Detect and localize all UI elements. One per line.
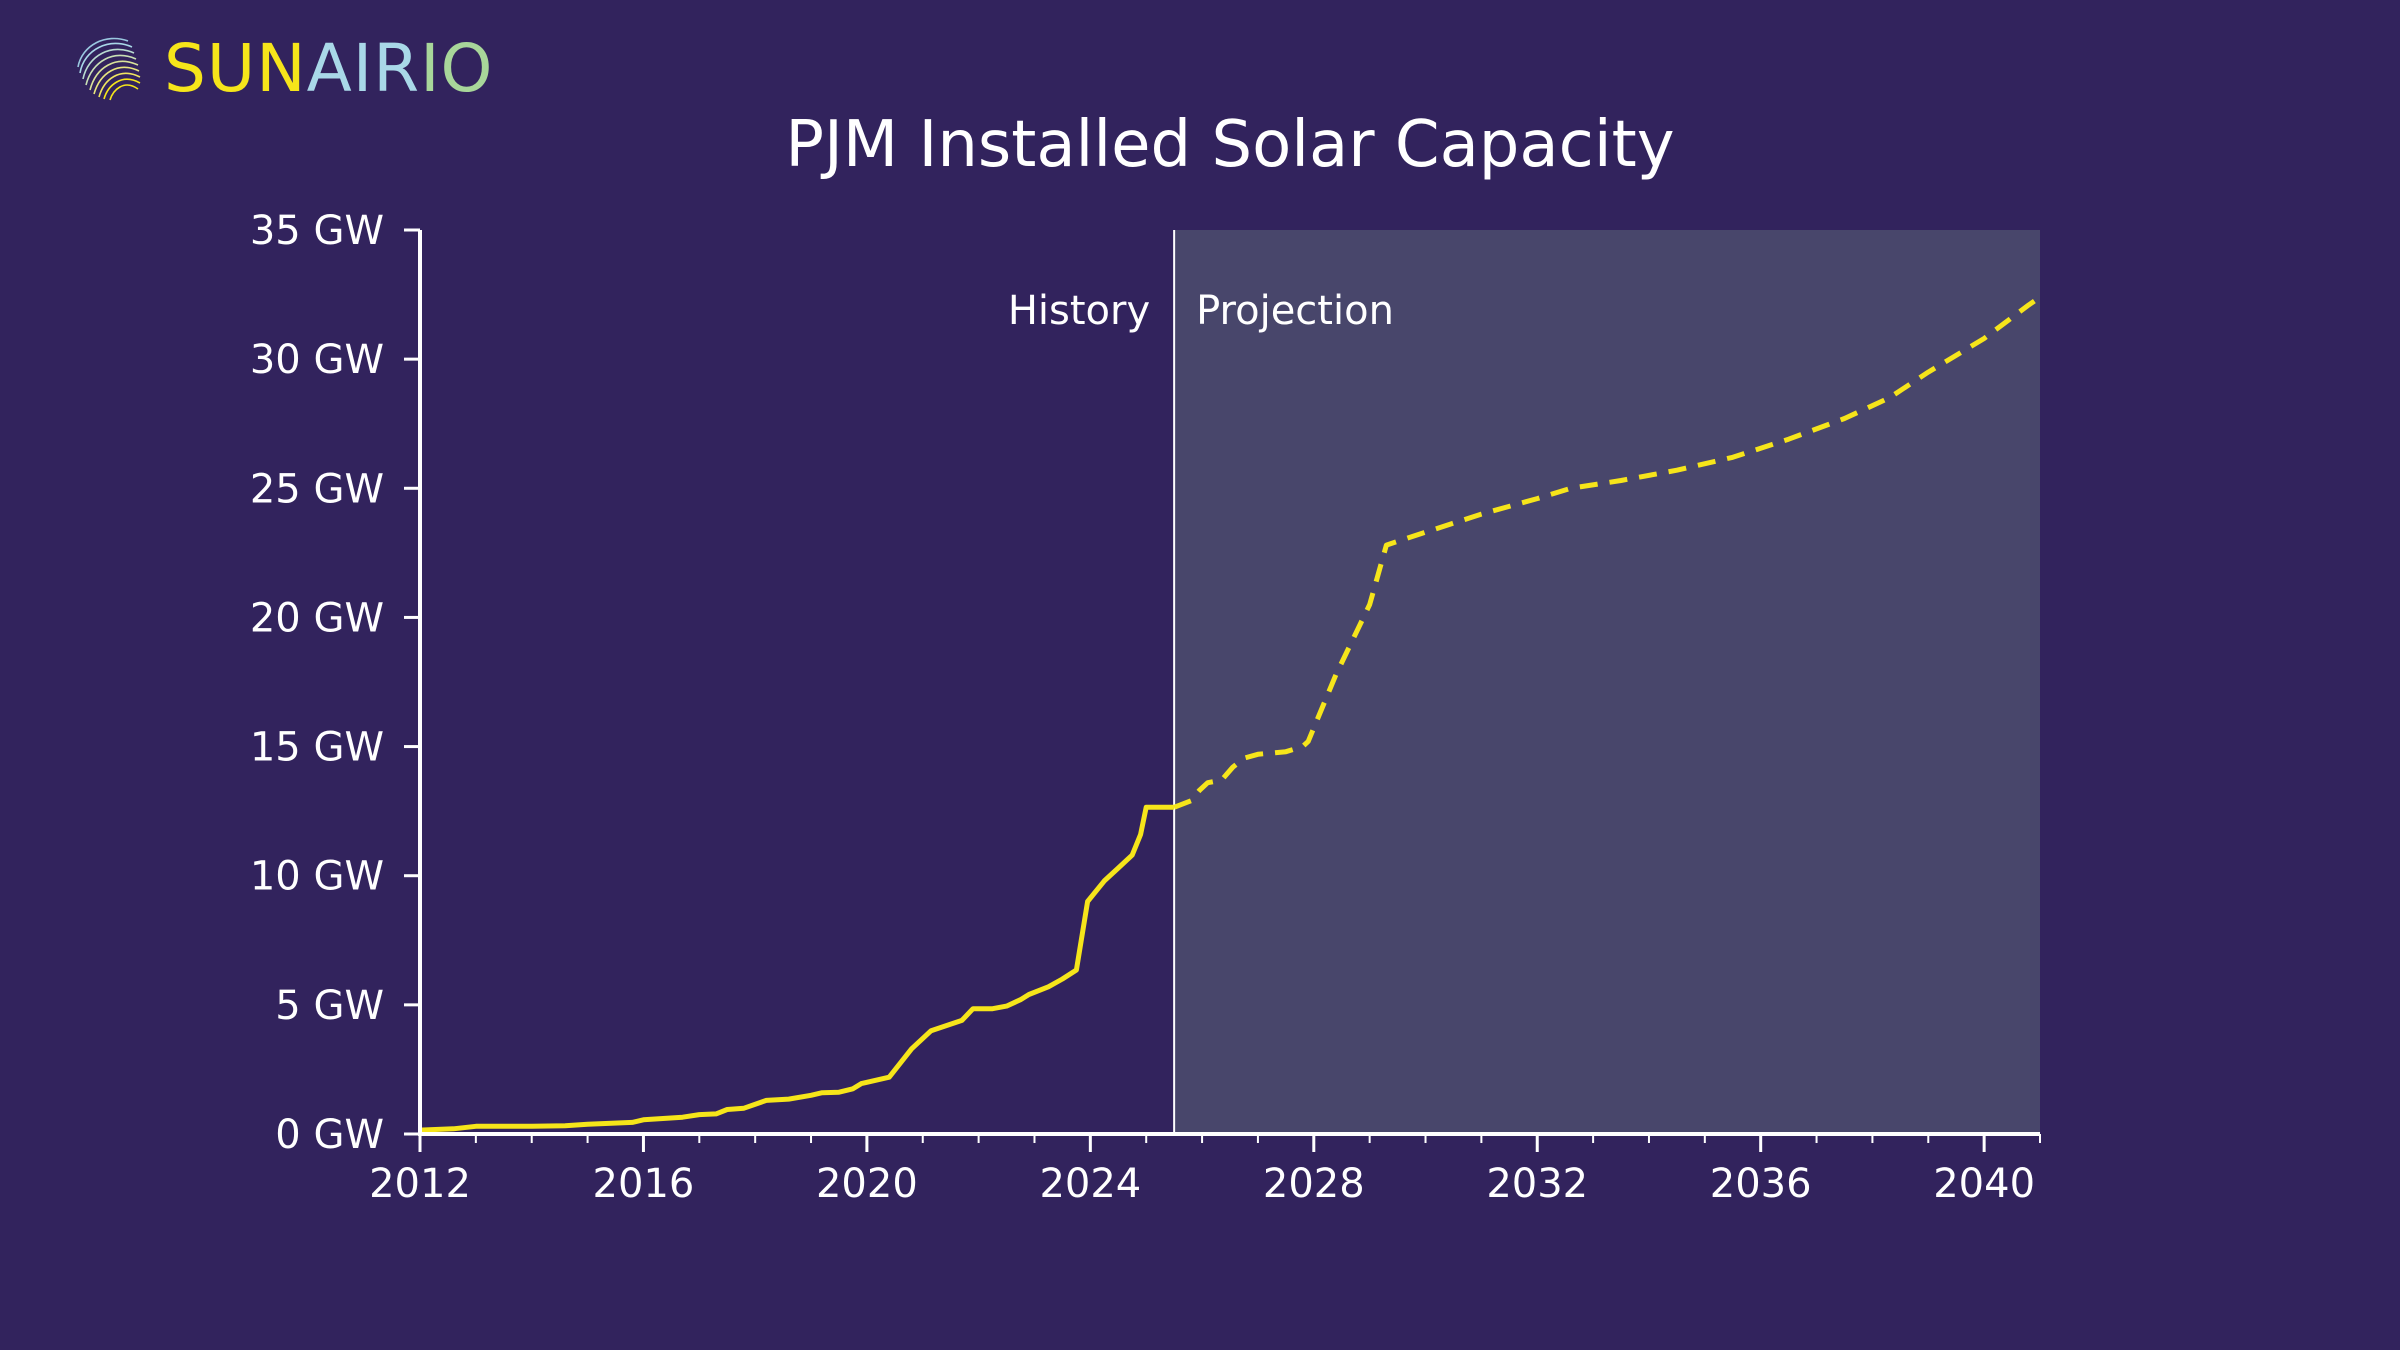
projection-shaded-region [1174, 230, 2040, 1134]
brand-logo: SUNAIRIO [70, 26, 493, 112]
x-tick-label: 2036 [1710, 1161, 1812, 1207]
brand-wordmark-part-1: SUN [164, 30, 307, 107]
sunairio-logo-icon [77, 37, 141, 101]
history-annotation: History [1008, 288, 1150, 334]
x-tick-label: 2032 [1486, 1161, 1588, 1207]
y-tick-label: 5 GW [275, 983, 384, 1029]
chart-title: PJM Installed Solar Capacity [785, 108, 1674, 182]
y-tick-label: 20 GW [250, 595, 384, 641]
x-tick-label: 2028 [1263, 1161, 1365, 1207]
projection-annotation: Projection [1196, 288, 1394, 334]
y-tick-label: 0 GW [275, 1112, 384, 1158]
series-line-projection [1173, 295, 2042, 810]
x-tick-label: 2024 [1039, 1161, 1141, 1207]
series-layer [419, 295, 2042, 1133]
x-tick-label: 2040 [1933, 1161, 2035, 1207]
series-line-history [419, 804, 1175, 1133]
axes: 0 GW 5 GW 10 GW 15 GW 20 GW 25 GW 30 GW 35 GW 20… [250, 208, 2041, 1207]
y-tick-label: 25 GW [250, 466, 384, 512]
x-tick-label: 2020 [816, 1161, 918, 1207]
y-tick-label: 15 GW [250, 725, 384, 771]
brand-wordmark-part-3: IO [420, 30, 494, 107]
y-tick-label: 30 GW [250, 337, 384, 383]
brand-wordmark: SUNAIRIO [164, 36, 493, 102]
x-tick-label: 2016 [593, 1161, 695, 1207]
x-tick-label: 2012 [369, 1161, 471, 1207]
brand-wordmark-part-2: AIR [306, 30, 421, 107]
y-tick-label: 35 GW [250, 208, 384, 254]
y-tick-label: 10 GW [250, 854, 384, 900]
